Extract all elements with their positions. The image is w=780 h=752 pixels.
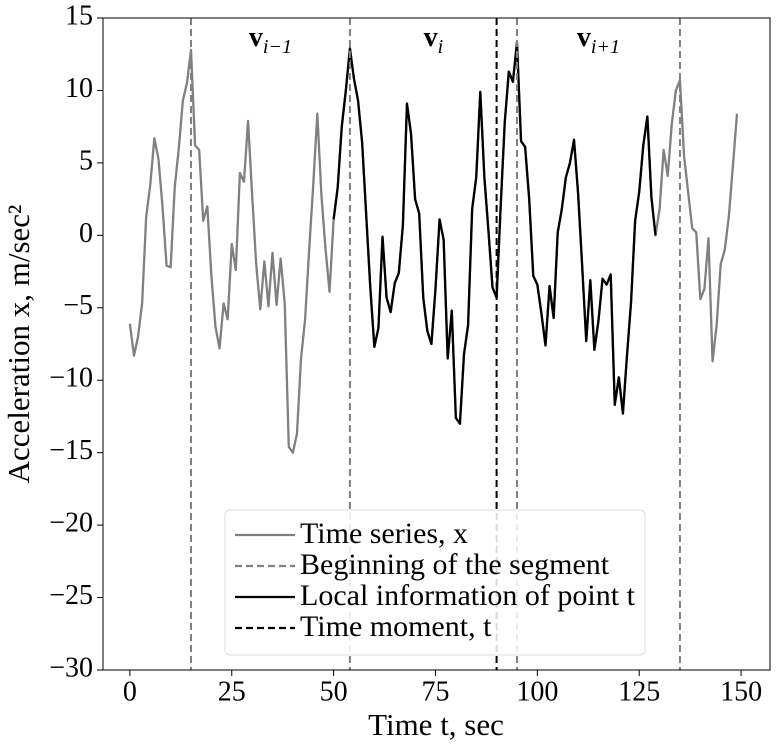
annotation-label: v <box>424 22 438 53</box>
x-tick-label: 125 <box>618 676 660 707</box>
y-tick-label: 0 <box>79 218 93 249</box>
annotation-label: v <box>577 22 591 53</box>
y-tick-label: −15 <box>49 435 93 466</box>
legend-label: Beginning of the segment <box>300 548 610 581</box>
y-tick-label: −10 <box>49 363 93 394</box>
annotation: vi−1 <box>249 22 292 57</box>
x-tick-label: 100 <box>516 676 558 707</box>
x-tick-label: 25 <box>218 676 246 707</box>
y-tick-label: 10 <box>65 73 93 104</box>
x-tick-label: 50 <box>320 676 348 707</box>
legend-label: Local information of point t <box>300 579 636 612</box>
series-line <box>332 41 657 425</box>
x-tick-label: 0 <box>123 676 137 707</box>
annotation-subscript: i <box>438 36 444 58</box>
x-tick-label: 75 <box>421 676 449 707</box>
annotation-subscript: i−1 <box>263 36 292 58</box>
legend-label: Time moment, t <box>300 610 492 643</box>
y-tick-label: −25 <box>49 580 93 611</box>
y-tick-label: −5 <box>63 290 93 321</box>
y-tick-label: 5 <box>79 145 93 176</box>
annotation-label: v <box>249 22 263 53</box>
y-tick-label: −20 <box>49 508 93 539</box>
legend-label: Time series, x <box>300 517 468 550</box>
plot-frame <box>102 17 771 671</box>
annotation: vi <box>424 22 444 57</box>
annotation-subscript: i+1 <box>591 36 620 58</box>
x-tick-label: 150 <box>720 676 762 707</box>
series-line <box>128 41 739 454</box>
legend-box <box>224 509 646 656</box>
y-tick-label: −30 <box>49 652 93 683</box>
annotation: vi+1 <box>577 22 620 57</box>
y-tick-label: 15 <box>65 0 93 31</box>
y-axis-label: Acceleration x, m/sec² <box>1 205 36 484</box>
x-axis-label: Time t, sec <box>368 707 504 742</box>
